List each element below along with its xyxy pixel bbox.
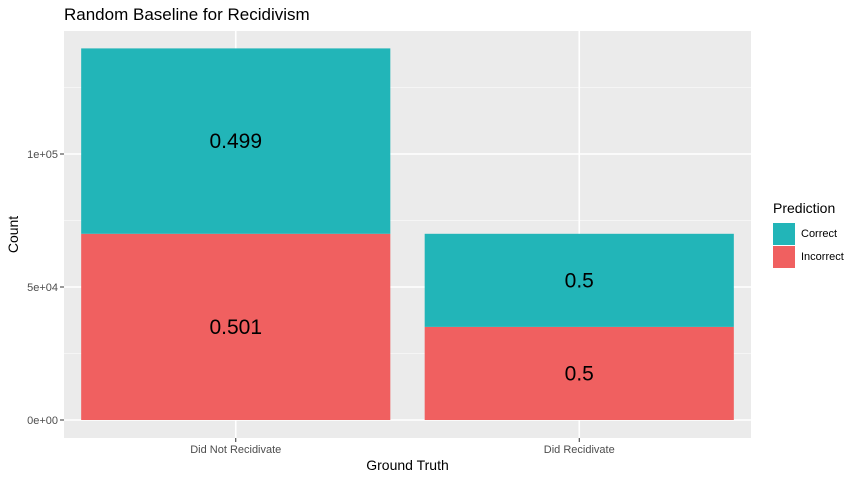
bar-labels: 0.501 0.499 0.5 0.5 xyxy=(209,130,593,385)
legend-key-correct xyxy=(773,222,795,245)
y-tick-label: 1e+05 xyxy=(27,149,58,161)
bar-label-correct-2: 0.5 xyxy=(565,269,594,292)
bar-label-correct-1: 0.499 xyxy=(209,130,262,153)
chart-title: Random Baseline for Recidivism xyxy=(64,5,310,24)
legend-label-correct: Correct xyxy=(801,227,838,240)
y-tick-label: 5e+04 xyxy=(27,282,58,294)
bar-label-incorrect-1: 0.501 xyxy=(209,316,262,339)
legend-title: Prediction xyxy=(773,200,836,216)
bar-label-incorrect-2: 0.5 xyxy=(565,362,594,385)
y-axis: 0e+00 5e+04 1e+05 xyxy=(27,149,64,427)
y-axis-title: Count xyxy=(5,216,21,253)
bars xyxy=(81,48,734,420)
x-tick-label: Did Not Recidivate xyxy=(190,444,281,456)
bar-correct-2 xyxy=(424,233,734,327)
x-tick-label: Did Recidivate xyxy=(544,444,615,456)
x-axis-title: Ground Truth xyxy=(366,457,449,473)
y-tick-label: 0e+00 xyxy=(27,415,58,427)
legend: Prediction Correct Incorrect xyxy=(773,200,844,268)
bar-incorrect-2 xyxy=(424,326,734,420)
bar-correct-1 xyxy=(81,48,391,234)
legend-item-correct: Correct xyxy=(773,222,844,245)
x-axis: Did Not Recidivate Did Recidivate xyxy=(190,438,615,456)
bar-incorrect-1 xyxy=(81,233,391,420)
legend-key-incorrect xyxy=(773,245,795,268)
legend-item-incorrect: Incorrect xyxy=(773,245,844,268)
legend-label-incorrect: Incorrect xyxy=(801,250,844,263)
